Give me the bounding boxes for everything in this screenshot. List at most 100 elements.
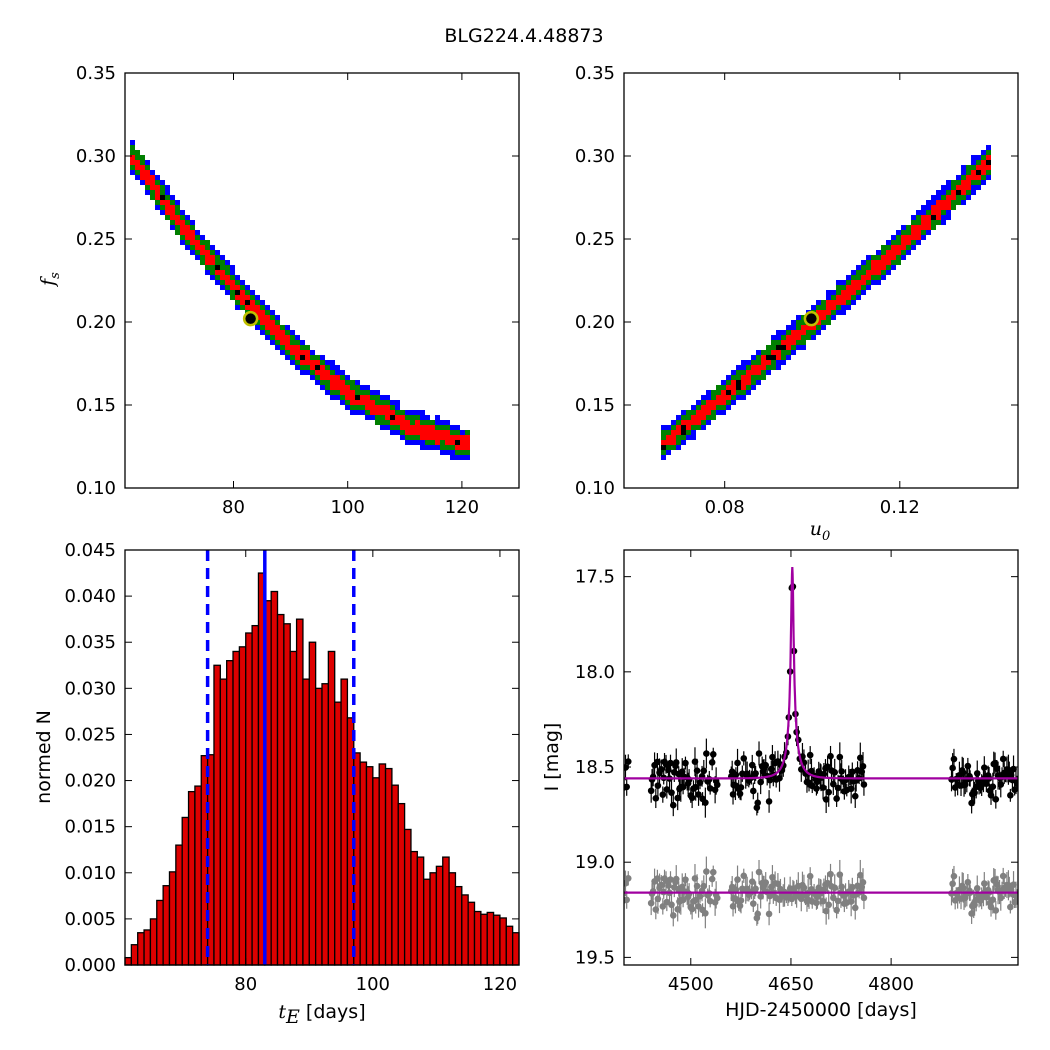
cell-3sigma [906,250,911,255]
cell-1sigma [225,280,230,285]
histogram-bar [181,816,190,966]
y-tick-label: 0.020 [64,771,116,792]
cell-3sigma [370,390,375,395]
cell-3sigma [340,400,345,405]
cell-1sigma [205,255,210,260]
cell-1sigma [395,415,400,420]
x-tick-label: 100 [356,974,390,995]
y-tick-label: 0.20 [76,312,116,333]
cell-1sigma [876,265,881,270]
cell-2sigma [741,390,746,395]
cell-1sigma [385,410,390,415]
cell-1sigma [265,320,270,325]
cell-1sigma [345,390,350,395]
data-point [827,752,834,760]
cell-2sigma [886,245,891,250]
cell-1sigma [791,330,796,335]
cell-3sigma [701,395,706,400]
cell-3sigma [405,440,410,445]
cell-1sigma [260,315,265,320]
histogram-bar [302,678,310,966]
cell-1sigma [310,365,315,370]
cell-3sigma [891,235,896,240]
residual-point [685,890,693,898]
cell-2sigma [906,230,911,235]
cell-3sigma [741,395,746,400]
cell-1sigma [896,245,901,250]
cell-1sigma [931,210,936,215]
histogram-bar [137,932,145,966]
cell-3sigma [360,410,365,415]
x-tick-label: 120 [483,974,517,995]
cell-1sigma [871,270,876,275]
cell-2sigma [440,425,445,430]
cell-2sigma [836,305,841,310]
cell-1sigma [240,290,245,295]
residual-point [657,881,665,889]
cell-2sigma [751,375,756,380]
cell-3sigma [791,320,796,325]
cell-2sigma [225,270,230,275]
cell-3sigma [871,280,876,285]
cell-2sigma [365,390,370,395]
cell-3sigma [145,160,150,165]
cell-2sigma [686,410,691,415]
cell-3sigma [220,255,225,260]
cell-2sigma [240,285,245,290]
residual-point [819,897,827,905]
cell-3sigma [721,380,726,385]
cell-3sigma [936,195,941,200]
cell-2sigma [135,150,140,155]
cell-1sigma [846,290,851,295]
cell-1sigma [841,295,846,300]
cell-1sigma [285,340,290,345]
y-tick-label: 0.35 [575,63,615,84]
histogram-bar [168,871,177,966]
cell-3sigma [831,315,836,320]
cell-1sigma [721,395,726,400]
cell-peak [245,300,250,305]
cell-2sigma [155,180,160,185]
cell-3sigma [180,210,185,215]
cell-1sigma [711,400,716,405]
cell-peak [956,190,961,195]
cell-3sigma [961,165,966,170]
cell-peak [726,390,731,395]
cell-1sigma [225,275,230,280]
cell-1sigma [345,395,350,400]
cell-3sigma [285,325,290,330]
cell-1sigma [140,165,145,170]
data-point [753,804,761,812]
cell-3sigma [886,270,891,275]
cell-2sigma [340,395,345,400]
cell-3sigma [415,410,420,415]
cell-3sigma [260,300,265,305]
cell-3sigma [275,315,280,320]
plot-frame [623,549,1019,966]
cell-2sigma [756,360,761,365]
cell-3sigma [836,310,841,315]
cell-2sigma [165,215,170,220]
cell-2sigma [786,350,791,355]
cell-2sigma [901,250,906,255]
cell-1sigma [686,420,691,425]
tick-labels: 80 100 120 0.10 0.15 0.20 0.25 0.30 0.35 [76,63,519,518]
cell-1sigma [881,255,886,260]
cell-2sigma [806,335,811,340]
cell-2sigma [716,390,721,395]
cell-1sigma [425,435,430,440]
cell-2sigma [746,385,751,390]
cell-peak [215,265,220,270]
cell-2sigma [986,150,991,155]
cell-2sigma [951,205,956,210]
cell-1sigma [340,390,345,395]
cell-1sigma [826,305,831,310]
cell-1sigma [175,215,180,220]
cell-1sigma [380,410,385,415]
cell-1sigma [285,335,290,340]
cell-3sigma [776,330,781,335]
cell-1sigma [926,225,931,230]
cell-1sigma [285,345,290,350]
cell-3sigma [305,370,310,375]
cell-3sigma [380,395,385,400]
